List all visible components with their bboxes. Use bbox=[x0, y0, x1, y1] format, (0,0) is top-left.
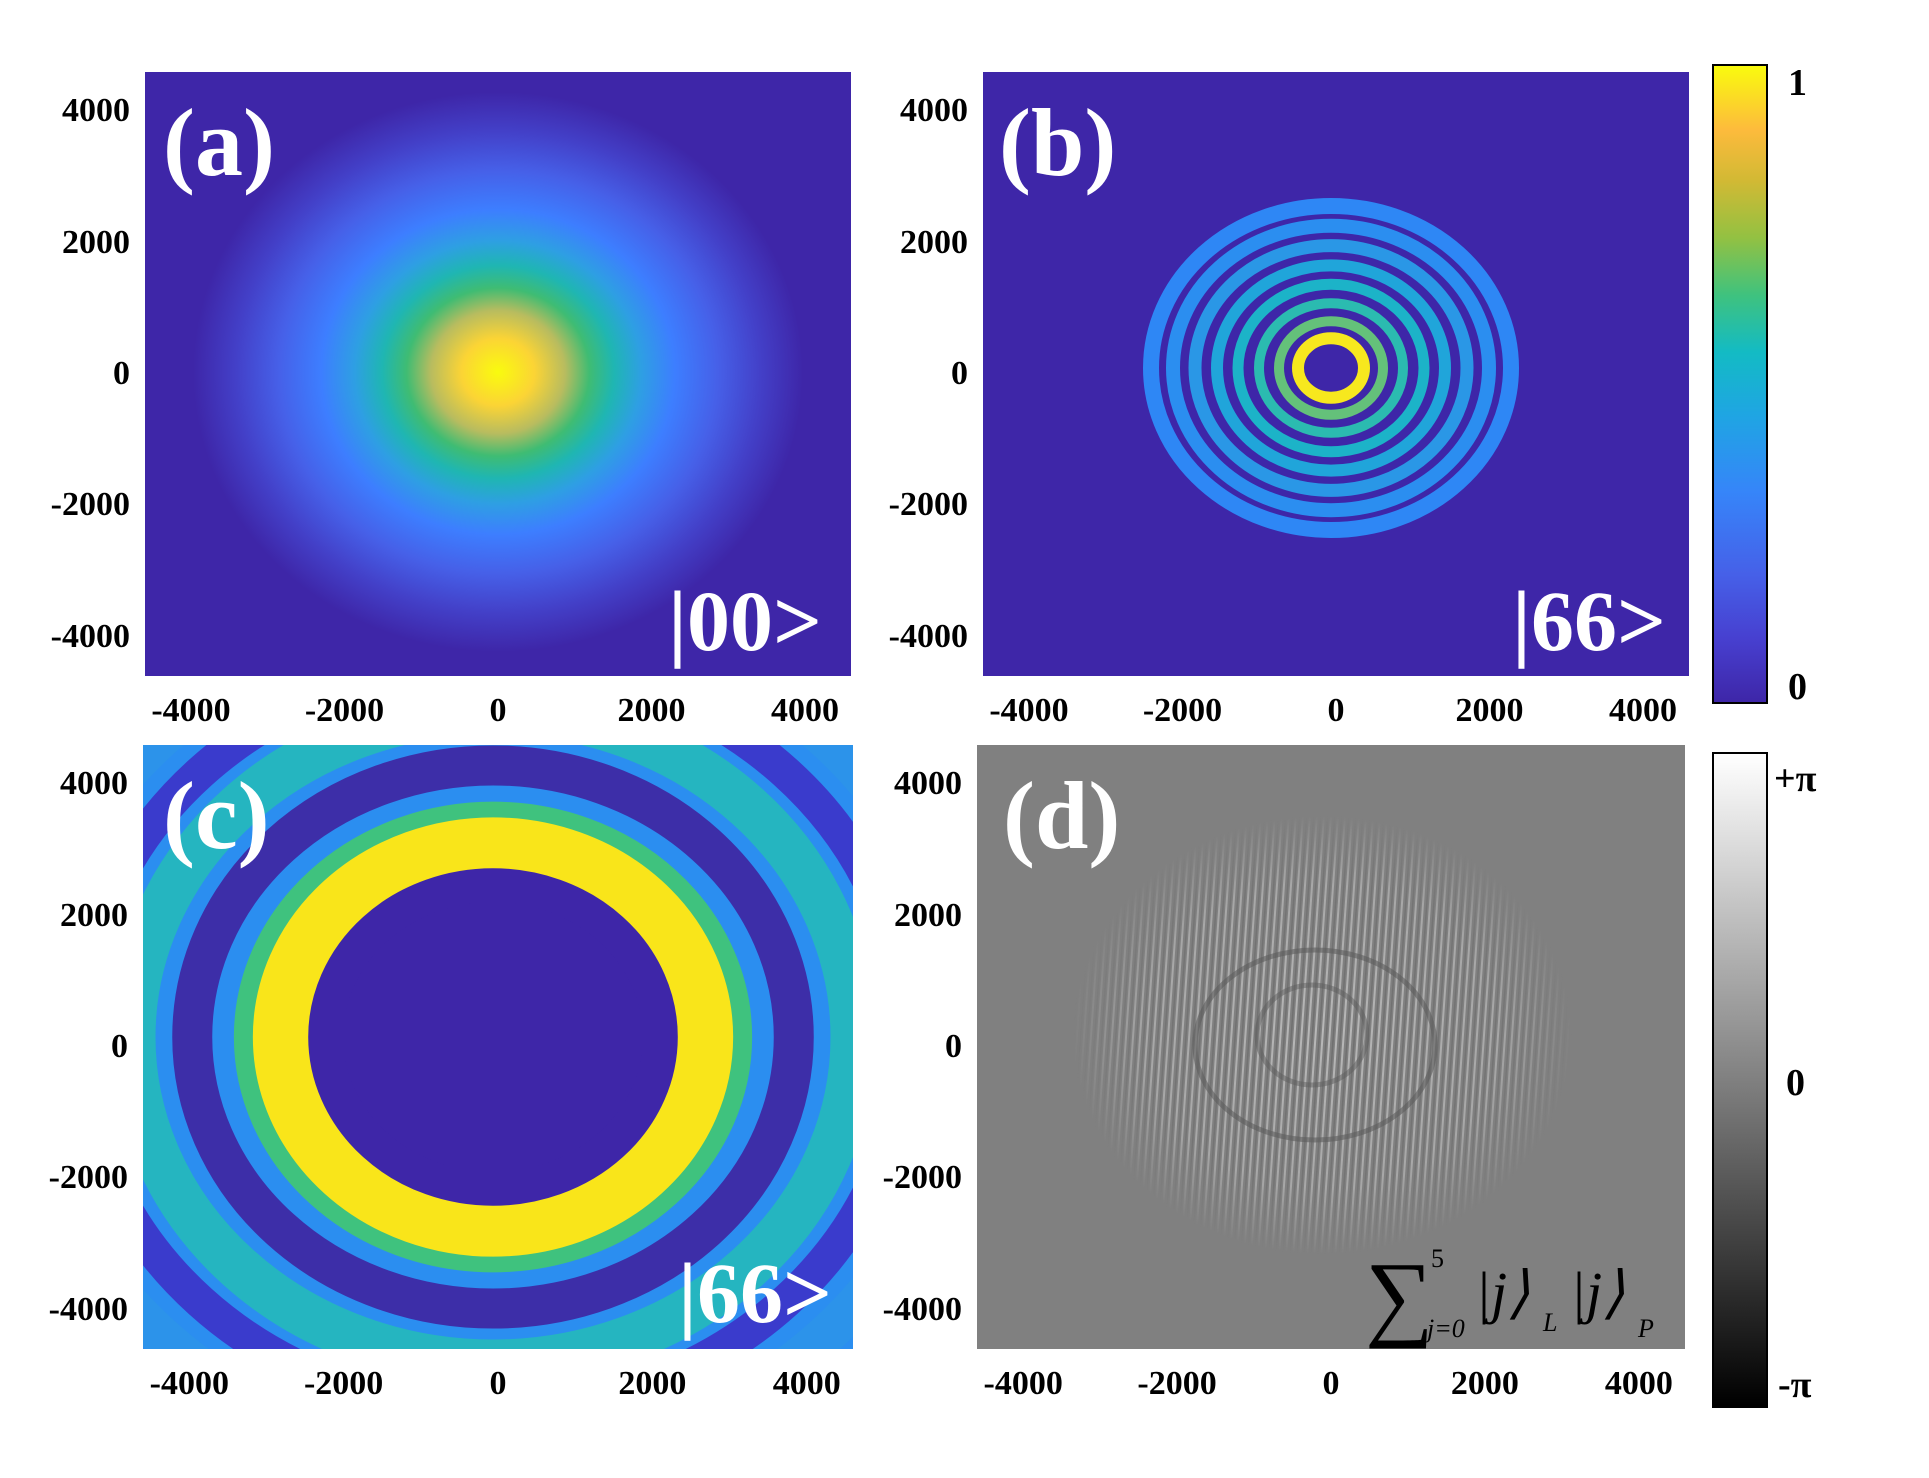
panel-d-phase-texture bbox=[977, 745, 1685, 1349]
ket-2: |j⟩ bbox=[1570, 1260, 1625, 1325]
panel-b-xtick-label: -4000 bbox=[989, 692, 1069, 729]
panel-a-gaussian-spot bbox=[193, 92, 803, 652]
ket-1-subscript: L bbox=[1543, 1308, 1558, 1337]
panel-b-ytick-label: 2000 bbox=[900, 223, 968, 261]
panel-d-xtick-label: 0 bbox=[1322, 1365, 1340, 1402]
panel-c-ring bbox=[233, 801, 753, 1273]
panel-b-ring bbox=[1274, 316, 1388, 420]
panel-b-xtick-label: 2000 bbox=[1455, 692, 1524, 729]
panel-a-xtick-label: 4000 bbox=[770, 692, 839, 729]
sum-lower: j=0 bbox=[1427, 1314, 1465, 1343]
panel-c-state-label: |66> bbox=[678, 1245, 832, 1341]
panel-d-ring-outer bbox=[1192, 947, 1438, 1143]
panel-d-sum-label: ∑ 5 j=0 |j⟩ L |j⟩ P bbox=[1365, 1242, 1675, 1349]
panel-c-ring bbox=[252, 817, 734, 1257]
panel-d-ytick-label: 4000 bbox=[894, 765, 962, 803]
panel-b-ring bbox=[1188, 239, 1474, 497]
panel-a-ytick-label: -4000 bbox=[50, 617, 130, 655]
panel-a-ytick-label: 0 bbox=[113, 355, 130, 392]
panel-c-xtick-label: -2000 bbox=[303, 1365, 384, 1402]
panel-c-xtick-label: -4000 bbox=[149, 1365, 229, 1402]
panel-a-ytick-label: -2000 bbox=[50, 486, 130, 524]
panel-b-ring bbox=[1292, 332, 1370, 404]
panel-c-ytick-label: -2000 bbox=[48, 1159, 128, 1197]
amplitude-colorbar bbox=[1712, 64, 1768, 704]
panel-b-ring bbox=[1211, 259, 1451, 477]
panel-b-ring bbox=[1166, 218, 1496, 518]
panel-b-ring bbox=[1254, 298, 1408, 438]
panel-b-xtick-label: -2000 bbox=[1142, 692, 1223, 729]
panel-d-label: (d) bbox=[1003, 762, 1121, 869]
panel-a-xtick-label: -4000 bbox=[151, 692, 231, 729]
panel-b-heatmap bbox=[983, 72, 1689, 676]
amplitude-colorbar-max: 1 bbox=[1788, 62, 1807, 104]
panel-b-ytick-label: 0 bbox=[951, 355, 968, 392]
panel-a-xtick-label: -2000 bbox=[304, 692, 385, 729]
panel-a-state-label: |00> bbox=[668, 573, 822, 669]
panel-c-xtick-label: 4000 bbox=[772, 1365, 841, 1402]
panel-d-ytick-label: 2000 bbox=[894, 896, 962, 934]
panel-a-xtick-label: 2000 bbox=[617, 692, 686, 729]
panel-d-heatmap bbox=[977, 745, 1685, 1349]
panel-a-xtick-label: 0 bbox=[489, 692, 507, 729]
sum-upper: 5 bbox=[1431, 1244, 1444, 1273]
panel-b-xtick-label: 0 bbox=[1327, 692, 1345, 729]
panel-c-ytick-label: 0 bbox=[111, 1028, 128, 1065]
panel-d-xtick-label: 4000 bbox=[1604, 1365, 1673, 1402]
ket-2-subscript: P bbox=[1638, 1314, 1654, 1343]
panel-a-heatmap bbox=[145, 72, 851, 676]
ket-1: |j⟩ bbox=[1475, 1260, 1530, 1325]
panel-d-xtick-label: -4000 bbox=[983, 1365, 1063, 1402]
panel-d-ring-inner bbox=[1254, 982, 1370, 1088]
panel-c-ring bbox=[308, 868, 678, 1206]
panel-b-ytick-label: 4000 bbox=[900, 92, 968, 130]
panel-d-xtick-label: 2000 bbox=[1450, 1365, 1519, 1402]
panel-c-xtick-label: 2000 bbox=[618, 1365, 687, 1402]
sum-symbol: ∑ bbox=[1365, 1242, 1434, 1349]
panel-a-label: (a) bbox=[163, 89, 275, 196]
panel-c-xtick-label: 0 bbox=[489, 1365, 507, 1402]
panel-d-ytick-label: -4000 bbox=[882, 1290, 962, 1328]
panel-c-center bbox=[343, 902, 643, 1172]
phase-colorbar-mid: 0 bbox=[1786, 1062, 1805, 1104]
amplitude-colorbar-min: 0 bbox=[1788, 666, 1807, 708]
panel-b-xtick-label: 4000 bbox=[1608, 692, 1677, 729]
panel-a-ytick-label: 4000 bbox=[62, 92, 130, 130]
panel-b-label: (b) bbox=[999, 89, 1117, 196]
panel-c-ytick-label: 2000 bbox=[60, 896, 128, 934]
panel-c-ytick-label: 4000 bbox=[60, 765, 128, 803]
phase-colorbar bbox=[1712, 752, 1768, 1408]
panel-d-ytick-label: 0 bbox=[945, 1028, 962, 1065]
panel-d-xtick-label: -2000 bbox=[1137, 1365, 1217, 1402]
panel-b-ring bbox=[1143, 198, 1519, 538]
panel-d-ytick-label: -2000 bbox=[882, 1159, 962, 1197]
panel-b-ring bbox=[1232, 278, 1430, 458]
phase-colorbar-max: +π bbox=[1774, 758, 1817, 800]
panel-b-state-label: |66> bbox=[1512, 573, 1666, 669]
panel-b-ytick-label: -4000 bbox=[888, 617, 968, 655]
phase-colorbar-min: -π bbox=[1778, 1364, 1812, 1406]
panel-c-heatmap bbox=[143, 745, 853, 1349]
panel-c-label: (c) bbox=[163, 762, 270, 869]
panel-a-ytick-label: 2000 bbox=[62, 223, 130, 261]
panel-b-background bbox=[983, 72, 1689, 676]
panel-b-ytick-label: -2000 bbox=[888, 486, 968, 524]
panel-c-ring bbox=[172, 745, 814, 1329]
panel-c-ytick-label: -4000 bbox=[48, 1290, 128, 1328]
